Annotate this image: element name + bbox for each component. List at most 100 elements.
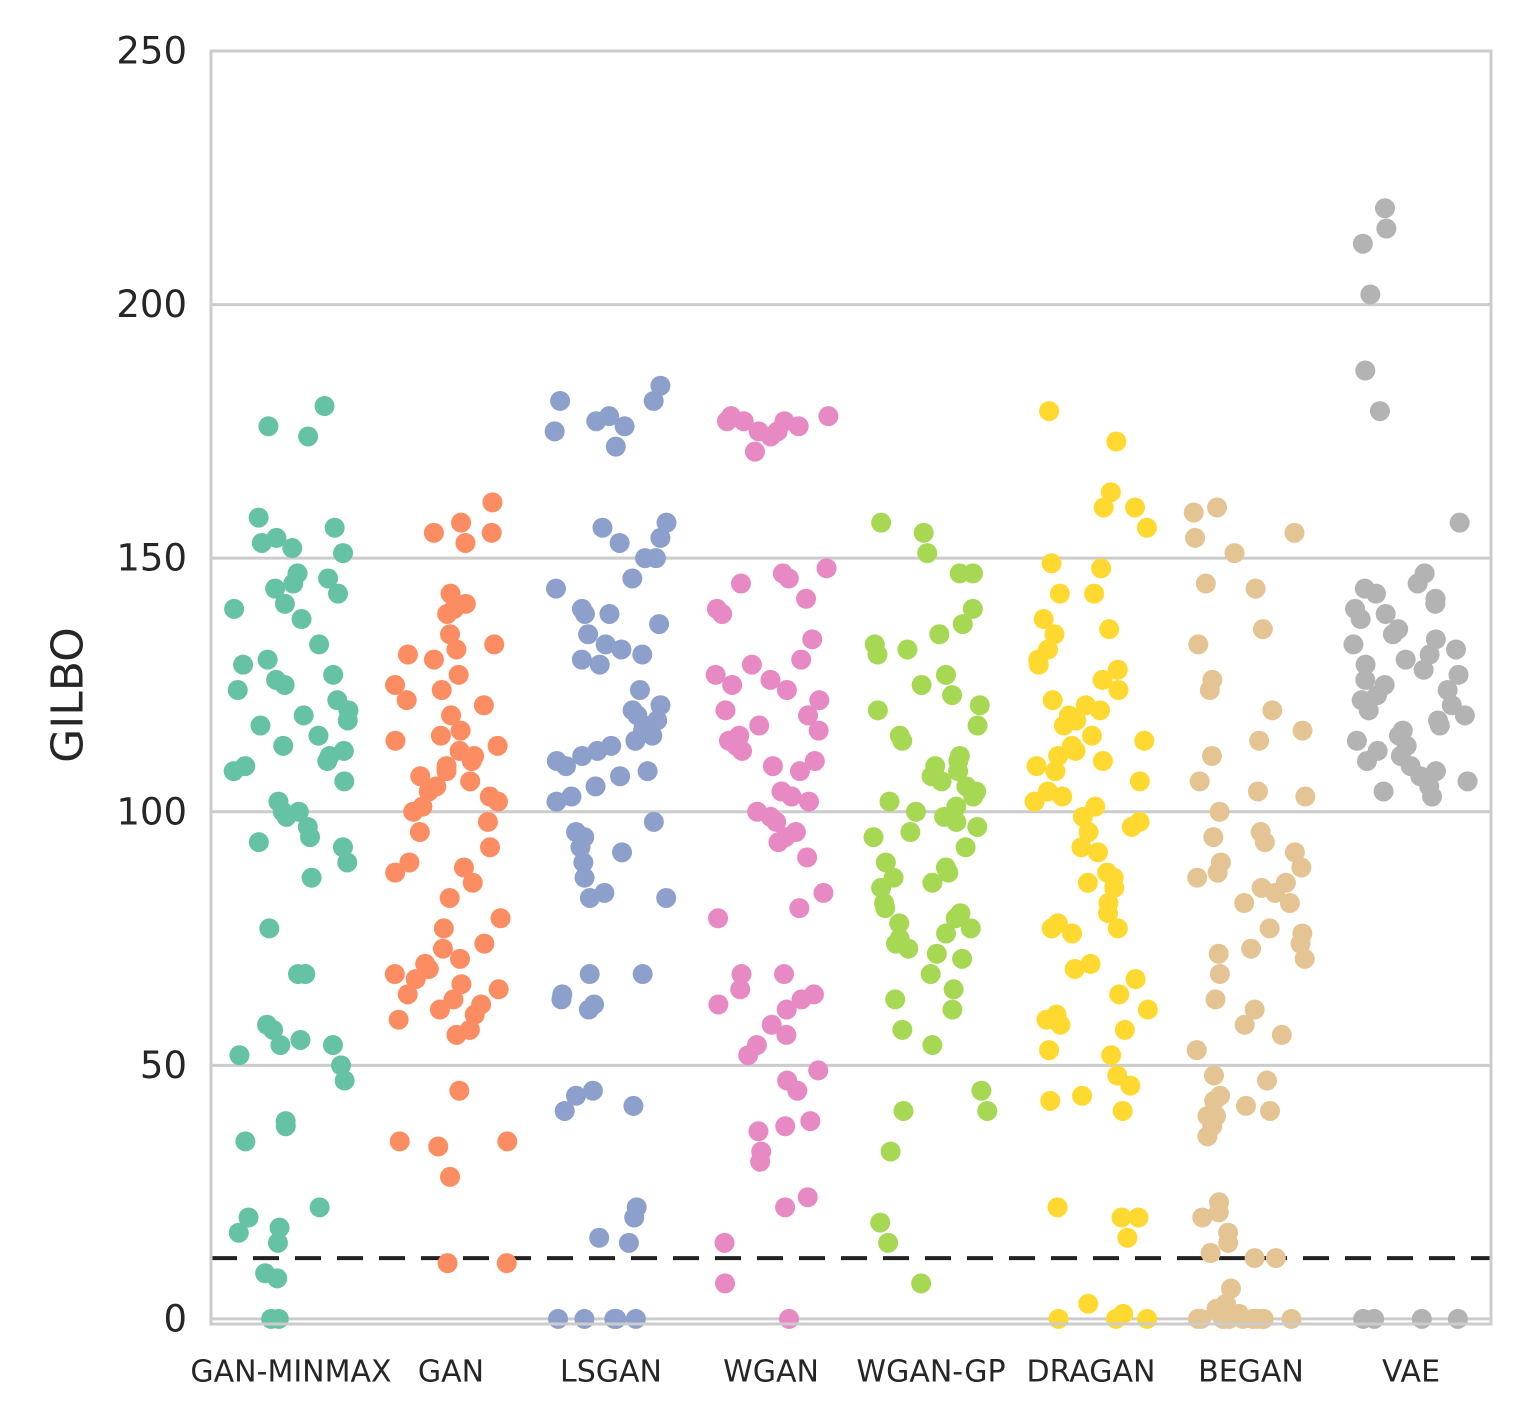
point-dragan — [1078, 822, 1099, 843]
point-dragan — [1106, 431, 1127, 452]
point-vae — [1413, 659, 1434, 680]
point-wgan — [775, 1116, 796, 1137]
point-lsgan — [622, 568, 643, 589]
point-vae — [1445, 639, 1466, 660]
point-dragan — [1099, 619, 1120, 640]
point-wgan-gp — [893, 1100, 914, 1121]
point-wgan — [789, 898, 810, 919]
point-lsgan — [618, 1232, 639, 1253]
point-gan — [477, 811, 498, 832]
point-vae — [1457, 771, 1478, 792]
point-lsgan — [599, 603, 620, 624]
point-dragan — [1120, 1075, 1141, 1096]
point-began — [1241, 938, 1262, 959]
point-gan — [397, 984, 418, 1005]
point-wgan-gp — [936, 923, 957, 944]
point-lsgan — [625, 730, 646, 751]
point-dragan — [1105, 1308, 1126, 1329]
point-began — [1294, 948, 1315, 969]
point-lsgan — [589, 654, 610, 675]
point-vae — [1422, 786, 1443, 807]
point-dragan — [1104, 877, 1125, 898]
point-wgan-gp — [922, 872, 943, 893]
point-began — [1234, 893, 1255, 914]
point-wgan-gp — [962, 598, 983, 619]
point-wgan — [808, 720, 829, 741]
point-began — [1284, 842, 1305, 863]
point-gan — [439, 887, 460, 908]
point-wgan-gp — [962, 563, 983, 584]
point-gan-minmax — [233, 654, 254, 675]
point-vae — [1407, 573, 1428, 594]
point-wgan — [775, 1197, 796, 1218]
point-gan — [384, 964, 405, 985]
point-lsgan — [579, 964, 600, 985]
point-wgan — [768, 832, 789, 853]
point-dragan — [1107, 918, 1128, 939]
point-gan — [460, 771, 481, 792]
point-gan — [451, 512, 472, 533]
point-lsgan — [605, 436, 626, 457]
point-wgan — [776, 1024, 797, 1045]
point-gan — [385, 730, 406, 751]
point-gan — [423, 522, 444, 543]
point-vae — [1376, 218, 1397, 239]
point-gan — [481, 522, 502, 543]
point-vae — [1369, 401, 1390, 422]
point-lsgan — [551, 989, 572, 1010]
y-tick-label: 50 — [140, 1044, 187, 1087]
point-wgan-gp — [870, 1212, 891, 1233]
point-dragan — [1033, 609, 1054, 630]
point-dragan — [1098, 903, 1119, 924]
point-dragan — [1047, 1197, 1068, 1218]
point-wgan-gp — [967, 715, 988, 736]
point-gan — [484, 634, 505, 655]
point-began — [1185, 527, 1206, 548]
point-gan — [405, 969, 426, 990]
point-lsgan — [604, 1308, 625, 1329]
point-lsgan — [642, 725, 663, 746]
point-dragan — [1090, 700, 1111, 721]
point-gan — [428, 1136, 449, 1157]
point-lsgan — [632, 644, 653, 665]
point-wgan — [789, 761, 810, 782]
point-lsgan — [546, 791, 567, 812]
point-wgan — [708, 994, 729, 1015]
point-began — [1245, 578, 1266, 599]
point-began — [1279, 893, 1300, 914]
point-gan-minmax — [224, 598, 245, 619]
point-wgan — [776, 999, 797, 1020]
x-tick-label: LSGAN — [560, 1355, 662, 1390]
point-gan-minmax — [308, 725, 329, 746]
point-vae — [1350, 609, 1371, 630]
point-dragan — [1125, 497, 1146, 518]
point-dragan — [1045, 761, 1066, 782]
point-gan — [433, 918, 454, 939]
point-lsgan — [573, 852, 594, 873]
point-began — [1290, 933, 1311, 954]
point-began — [1200, 1242, 1221, 1263]
point-vae — [1346, 730, 1367, 751]
point-vae — [1355, 654, 1376, 675]
point-vae — [1360, 284, 1381, 305]
point-wgan-gp — [931, 771, 952, 792]
x-tick-label: BEGAN — [1198, 1355, 1304, 1390]
point-began — [1188, 634, 1209, 655]
point-gan-minmax — [323, 664, 344, 685]
point-wgan — [705, 664, 726, 685]
point-began — [1259, 918, 1280, 939]
point-wgan — [791, 989, 812, 1010]
x-tick-label: WGAN-GP — [856, 1355, 1005, 1390]
point-began — [1203, 1065, 1224, 1086]
point-gan-minmax — [330, 1055, 351, 1076]
point-gan — [474, 933, 495, 954]
point-wgan-gp — [938, 862, 959, 883]
x-tick-label: VAE — [1382, 1355, 1440, 1390]
point-gan — [410, 766, 431, 787]
point-wgan — [813, 882, 834, 903]
point-began — [1218, 1232, 1239, 1253]
point-began — [1253, 1308, 1274, 1329]
point-began — [1220, 1278, 1241, 1299]
point-lsgan — [574, 603, 595, 624]
